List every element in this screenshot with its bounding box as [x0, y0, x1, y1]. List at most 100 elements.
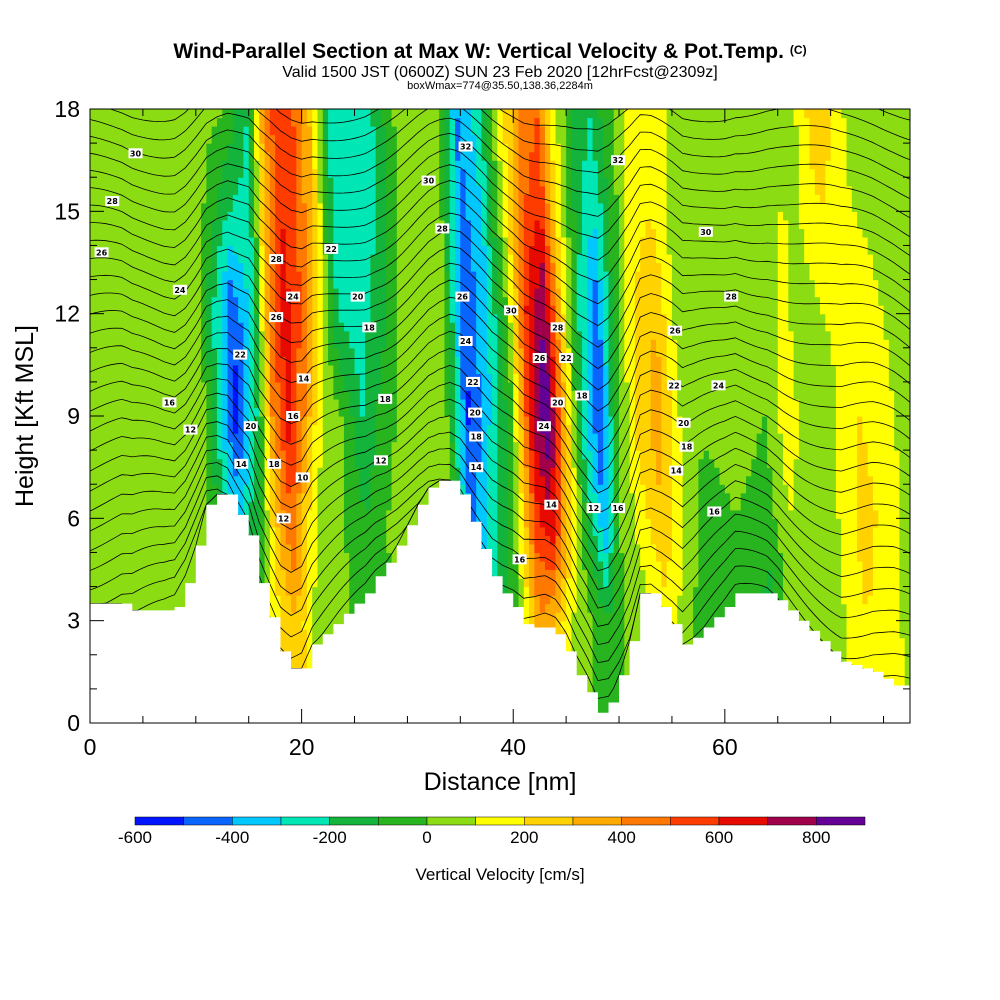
velocity-cell [380, 305, 387, 315]
velocity-cell [280, 450, 287, 460]
velocity-cell [248, 390, 255, 400]
velocity-cell [206, 356, 213, 366]
velocity-cell [328, 271, 334, 281]
velocity-cell [322, 424, 329, 434]
velocity-cell [328, 288, 334, 298]
velocity-cell [158, 603, 165, 613]
velocity-cell [132, 390, 139, 400]
velocity-cell [116, 441, 123, 451]
velocity-cell [269, 160, 276, 170]
velocity-cell [179, 578, 186, 588]
velocity-cell [444, 236, 451, 247]
velocity-cell [116, 407, 123, 417]
velocity-cell [269, 168, 276, 178]
velocity-cell [132, 219, 139, 229]
velocity-cell [158, 219, 165, 229]
velocity-cell [137, 356, 144, 366]
velocity-cell [259, 501, 266, 511]
velocity-cell [343, 262, 350, 272]
velocity-cell [158, 407, 165, 417]
velocity-cell [190, 143, 197, 153]
velocity-cell [259, 202, 266, 212]
velocity-cell [158, 330, 165, 340]
velocity-cell [343, 560, 350, 571]
velocity-cell [169, 373, 176, 383]
velocity-cell [396, 467, 403, 477]
velocity-cell [248, 398, 255, 409]
velocity-cell [222, 364, 229, 374]
velocity-cell [190, 202, 197, 212]
velocity-cell [285, 390, 292, 400]
velocity-cell [111, 117, 118, 127]
velocity-cell [433, 177, 440, 187]
velocity-cell [148, 194, 155, 204]
velocity-cell [396, 424, 403, 434]
velocity-cell [296, 211, 303, 221]
velocity-cell [254, 168, 260, 178]
velocity-cell [354, 552, 361, 562]
velocity-cell [365, 305, 371, 315]
velocity-cell [153, 109, 160, 119]
velocity-cell [222, 219, 229, 229]
velocity-cell [317, 450, 324, 460]
velocity-cell [127, 578, 133, 588]
velocity-cell [254, 126, 260, 136]
velocity-cell [264, 236, 271, 247]
velocity-cell [312, 560, 319, 571]
velocity-cell [142, 578, 149, 588]
velocity-cell [312, 518, 319, 528]
velocity-cell [333, 219, 340, 229]
velocity-cell [216, 143, 223, 153]
velocity-cell [391, 407, 398, 417]
velocity-cell [121, 271, 128, 281]
velocity-cell [201, 484, 207, 494]
velocity-cell [386, 373, 393, 383]
velocity-cell [285, 398, 292, 409]
velocity-cell [105, 330, 112, 340]
velocity-cell [275, 211, 282, 221]
velocity-cell [301, 253, 308, 264]
velocity-cell [407, 484, 414, 494]
velocity-cell [428, 330, 435, 340]
velocity-cell [317, 177, 324, 187]
velocity-cell [95, 134, 102, 144]
velocity-cell [285, 236, 292, 247]
velocity-cell [153, 595, 160, 605]
velocity-cell [127, 253, 133, 264]
velocity-cell [206, 271, 213, 281]
velocity-cell [132, 185, 139, 195]
velocity-cell [95, 398, 102, 409]
velocity-cell [95, 381, 102, 392]
velocity-cell [137, 560, 144, 571]
velocity-cell [418, 467, 424, 477]
velocity-cell [285, 543, 292, 554]
velocity-cell [254, 271, 260, 281]
velocity-cell [148, 560, 155, 571]
velocity-cell [238, 160, 245, 170]
velocity-cell [211, 330, 218, 340]
velocity-cell [275, 552, 282, 562]
velocity-cell [127, 356, 133, 366]
velocity-cell [402, 364, 409, 374]
velocity-cell [227, 151, 234, 161]
velocity-cell [216, 262, 223, 272]
velocity-cell [238, 288, 245, 298]
velocity-cell [343, 595, 350, 605]
velocity-cell [312, 586, 319, 596]
velocity-cell [158, 202, 165, 212]
velocity-cell [380, 492, 387, 502]
velocity-cell [169, 347, 176, 357]
velocity-cell [285, 313, 292, 323]
velocity-cell [402, 271, 409, 281]
velocity-cell [444, 416, 451, 426]
velocity-cell [444, 458, 451, 468]
velocity-cell [349, 160, 356, 170]
velocity-cell [291, 424, 297, 434]
velocity-cell [407, 441, 414, 451]
velocity-cell [349, 219, 356, 229]
velocity-cell [312, 501, 319, 511]
velocity-cell [190, 236, 197, 247]
velocity-cell [301, 424, 308, 434]
velocity-cell [222, 407, 229, 417]
velocity-cell [338, 313, 345, 323]
